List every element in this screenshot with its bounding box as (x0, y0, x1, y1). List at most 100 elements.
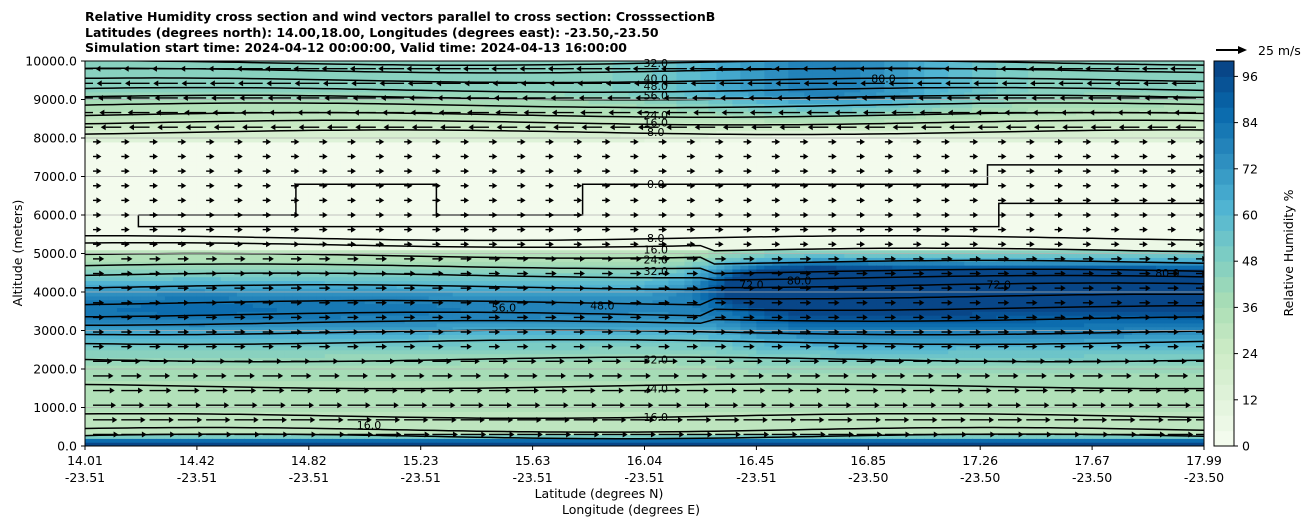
field-cell (92, 95, 102, 101)
field-cell (300, 218, 310, 224)
field-cell (468, 376, 478, 382)
field-cell (356, 126, 366, 131)
field-cell (244, 276, 254, 282)
field-cell (100, 311, 110, 316)
field-cell (436, 72, 446, 77)
field-cell (404, 407, 414, 412)
field-cell (420, 191, 430, 197)
field-cell (100, 199, 110, 205)
field-cell (300, 199, 310, 205)
field-cell (444, 218, 454, 224)
field-cell (252, 215, 262, 220)
field-cell (100, 64, 110, 70)
field-cell (436, 145, 446, 151)
field-cell (204, 149, 214, 154)
field-cell (196, 199, 206, 205)
field-cell (252, 399, 262, 405)
field-cell (452, 234, 462, 239)
field-cell (436, 107, 446, 112)
field-cell (468, 307, 478, 312)
field-cell (204, 380, 214, 385)
field-cell (228, 99, 238, 104)
field-cell (260, 426, 270, 432)
field-cell (132, 249, 142, 255)
field-cell (356, 161, 366, 166)
field-cell (452, 130, 462, 135)
field-cell (92, 299, 102, 305)
field-cell (132, 126, 142, 131)
field-cell (316, 361, 326, 366)
field-cell (124, 365, 134, 370)
field-cell (85, 91, 94, 97)
field-cell (340, 322, 350, 328)
field-cell (300, 172, 310, 178)
field-cell (268, 399, 278, 405)
field-cell (260, 188, 270, 193)
field-cell (412, 419, 422, 424)
field-cell (108, 288, 118, 293)
field-cell (268, 392, 278, 397)
field-cell (388, 168, 398, 174)
field-cell (300, 122, 310, 128)
field-cell (140, 226, 150, 231)
field-cell (348, 61, 358, 66)
field-cell (388, 76, 398, 81)
field-cell (308, 345, 318, 351)
field-cell (428, 419, 438, 424)
field-cell (420, 126, 430, 131)
field-cell (428, 292, 438, 297)
field-cell (212, 207, 222, 212)
field-cell (164, 395, 174, 401)
field-cell (172, 168, 182, 174)
field-cell (468, 134, 478, 139)
field-cell (460, 72, 470, 77)
field-cell (244, 430, 254, 436)
field-cell (476, 361, 486, 366)
field-cell (188, 195, 198, 201)
field-cell (300, 276, 310, 282)
field-cell (340, 349, 350, 355)
field-cell (260, 180, 270, 185)
field-cell (156, 114, 166, 120)
field-cell (276, 203, 286, 208)
field-cell (116, 103, 126, 108)
field-cell (340, 138, 350, 143)
field-cell (364, 442, 374, 446)
field-cell (364, 365, 374, 370)
field-cell (300, 376, 310, 382)
field-cell (324, 138, 334, 143)
field-cell (348, 195, 358, 201)
field-cell (412, 180, 422, 185)
field-cell (148, 318, 158, 324)
field-cell (156, 157, 166, 162)
field-cell (116, 164, 126, 170)
field-cell (452, 176, 462, 181)
field-cell (372, 161, 382, 166)
field-cell (220, 230, 230, 235)
field-cell (444, 276, 454, 282)
field-cell (252, 72, 262, 77)
field-cell (284, 218, 294, 224)
field-cell (172, 334, 182, 339)
field-cell (85, 138, 94, 143)
field-cell (460, 245, 470, 251)
field-cell (388, 114, 398, 120)
field-cell (124, 226, 134, 231)
field-cell (188, 61, 198, 66)
field-cell (380, 134, 390, 139)
field-cell (348, 353, 358, 359)
field-cell (85, 87, 94, 93)
field-cell (236, 103, 246, 108)
field-cell (428, 176, 438, 181)
field-cell (116, 257, 126, 262)
field-cell (85, 245, 94, 251)
field-cell (228, 257, 238, 262)
field-cell (396, 349, 406, 355)
field-cell (85, 292, 94, 297)
field-cell (156, 168, 166, 174)
field-cell (364, 91, 374, 97)
field-cell (420, 276, 430, 282)
field-cell (268, 334, 278, 339)
field-cell (108, 422, 118, 428)
field-cell (452, 311, 462, 316)
